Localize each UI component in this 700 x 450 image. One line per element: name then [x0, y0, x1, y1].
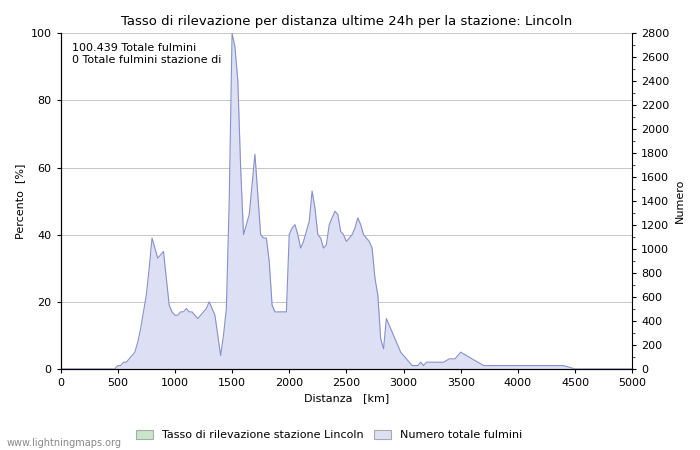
Y-axis label: Percento  [%]: Percento [%]: [15, 163, 25, 239]
Text: www.lightningmaps.org: www.lightningmaps.org: [7, 438, 122, 448]
Title: Tasso di rilevazione per distanza ultime 24h per la stazione: Lincoln: Tasso di rilevazione per distanza ultime…: [120, 15, 572, 28]
Legend: Tasso di rilevazione stazione Lincoln, Numero totale fulmini: Tasso di rilevazione stazione Lincoln, N…: [132, 425, 526, 445]
Text: 100.439 Totale fulmini
0 Totale fulmini stazione di: 100.439 Totale fulmini 0 Totale fulmini …: [72, 43, 221, 65]
X-axis label: Distanza   [km]: Distanza [km]: [304, 393, 389, 404]
Y-axis label: Numero: Numero: [675, 179, 685, 223]
